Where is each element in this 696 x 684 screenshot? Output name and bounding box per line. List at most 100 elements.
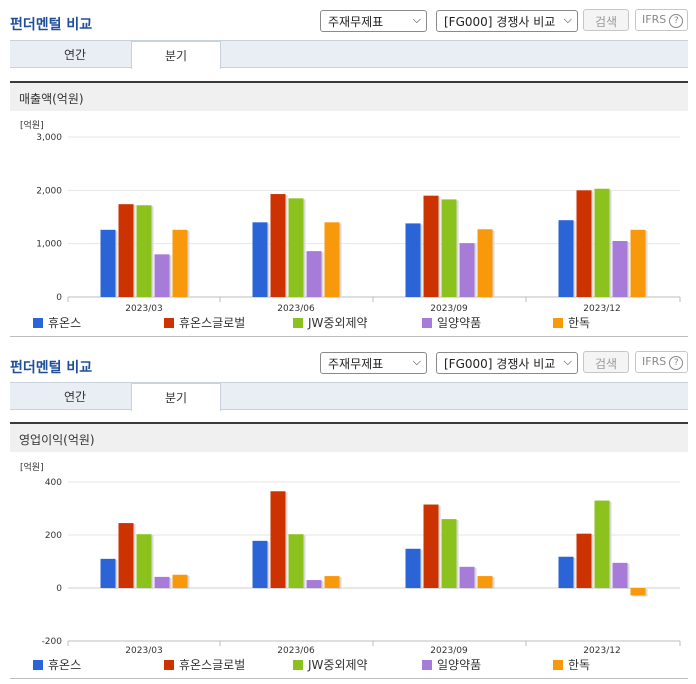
bar <box>324 222 340 297</box>
legend-swatch <box>422 660 432 670</box>
ifrs-help-button[interactable]: IFRS? <box>635 351 688 373</box>
legend-swatch <box>33 318 43 328</box>
legend-item[interactable]: JW중외제약 <box>293 656 368 673</box>
bar <box>558 556 574 588</box>
bar <box>306 580 322 588</box>
bar <box>306 251 322 297</box>
competitor-select[interactable]: [FG000] 경쟁사 비교 ⌵ <box>436 352 578 374</box>
tab-annual[interactable]: 연간 <box>63 48 87 62</box>
bar <box>270 194 286 297</box>
bar <box>118 523 134 588</box>
bar <box>252 222 268 297</box>
y-tick-label: 1,000 <box>36 240 62 250</box>
legend-label: JW중외제약 <box>308 658 368 672</box>
tab-quarterly[interactable]: 분기 <box>131 41 221 69</box>
bar <box>576 190 592 297</box>
legend-swatch <box>164 660 174 670</box>
legend-item[interactable]: 일양약품 <box>422 314 481 331</box>
competitor-select[interactable]: [FG000] 경쟁사 비교 ⌵ <box>436 10 578 32</box>
search-button[interactable]: 검색 <box>583 351 629 373</box>
x-tick-label: 2023/09 <box>430 646 468 654</box>
bar <box>136 534 152 588</box>
x-tick-label: 2023/09 <box>430 304 468 314</box>
x-tick-label: 2023/06 <box>277 646 315 654</box>
divider <box>10 678 688 679</box>
help-icon: ? <box>669 356 684 370</box>
bar <box>594 500 610 588</box>
bar <box>423 195 439 297</box>
statement-select-value: 주재무제표 <box>328 15 384 29</box>
bar <box>477 576 493 588</box>
legend-item[interactable]: 휴온스글로벌 <box>164 656 245 673</box>
bar <box>459 566 475 588</box>
panel-title: 펀더멘털 비교 <box>10 360 93 376</box>
bar <box>100 558 116 588</box>
legend-item[interactable]: 휴온스글로벌 <box>164 314 245 331</box>
chevron-down-icon: ⌵ <box>412 355 421 368</box>
bar <box>154 576 170 588</box>
legend-label: 일양약품 <box>437 658 482 672</box>
fundamental-panel-2: 펀더멘털 비교 주재무제표 ⌵ [FG000] 경쟁사 비교 ⌵ 검색 IFRS… <box>0 342 696 684</box>
bar <box>270 491 286 588</box>
x-tick-label: 2023/06 <box>277 304 315 314</box>
legend-swatch <box>164 318 174 328</box>
legend-swatch <box>293 318 303 328</box>
ifrs-label: IFRS <box>642 355 667 368</box>
chevron-down-icon: ⌵ <box>563 355 572 368</box>
bar <box>252 540 268 588</box>
chevron-down-icon: ⌵ <box>563 13 572 26</box>
unit-label: [억원] <box>20 463 44 473</box>
tab-quarterly[interactable]: 분기 <box>131 383 221 411</box>
bar <box>288 198 304 297</box>
legend-swatch <box>33 660 43 670</box>
statement-select[interactable]: 주재무제표 ⌵ <box>320 10 427 32</box>
help-icon: ? <box>669 14 684 28</box>
y-tick-label: -200 <box>42 637 63 647</box>
ifrs-help-button[interactable]: IFRS? <box>635 9 688 31</box>
x-tick-label: 2023/03 <box>125 304 162 314</box>
chevron-down-icon: ⌵ <box>412 13 421 26</box>
bar <box>459 243 475 297</box>
operating-profit-legend: 휴온스 휴온스글로벌 JW중외제약 일양약품 한독 <box>0 656 696 672</box>
ifrs-label: IFRS <box>642 13 667 26</box>
bar <box>324 576 340 588</box>
bar <box>477 229 493 297</box>
legend-swatch <box>293 660 303 670</box>
legend-label: 일양약품 <box>437 316 482 330</box>
bar <box>288 534 304 588</box>
period-tabs: 연간 분기 <box>10 40 688 69</box>
legend-swatch <box>553 318 563 328</box>
bar <box>136 205 152 297</box>
unit-label: [억원] <box>20 121 44 131</box>
bar <box>154 254 170 297</box>
section-header-operating-profit: 영업이익(억원) <box>10 422 688 452</box>
legend-item[interactable]: 휴온스 <box>33 656 81 673</box>
bar <box>405 548 421 588</box>
x-tick-label: 2023/03 <box>125 646 162 654</box>
x-tick-label: 2023/12 <box>583 646 620 654</box>
operating-profit-chart: 400 200 0 -200 2023/03 2023/06 2023/09 2023/12 <box>42 478 681 654</box>
legend-item[interactable]: 일양약품 <box>422 656 481 673</box>
y-tick-label: 2,000 <box>36 186 62 196</box>
search-button[interactable]: 검색 <box>583 9 629 31</box>
bar <box>594 188 610 297</box>
tab-annual[interactable]: 연간 <box>63 390 87 404</box>
bar <box>612 241 628 297</box>
y-tick-label: 0 <box>56 293 62 303</box>
period-tabs: 연간 분기 <box>10 382 688 411</box>
legend-item[interactable]: 한독 <box>553 314 590 331</box>
legend-item[interactable]: 휴온스 <box>33 314 81 331</box>
bar <box>118 204 134 297</box>
bar <box>172 574 188 588</box>
legend-item[interactable]: 한독 <box>553 656 590 673</box>
bar <box>558 220 574 297</box>
legend-item[interactable]: JW중외제약 <box>293 314 368 331</box>
legend-label: 휴온스글로벌 <box>179 316 246 330</box>
bar <box>576 533 592 588</box>
legend-swatch <box>422 318 432 328</box>
bar <box>405 223 421 297</box>
legend-label: 휴온스 <box>48 316 82 330</box>
bar <box>612 562 628 588</box>
statement-select[interactable]: 주재무제표 ⌵ <box>320 352 427 374</box>
x-tick-label: 2023/12 <box>583 304 620 314</box>
